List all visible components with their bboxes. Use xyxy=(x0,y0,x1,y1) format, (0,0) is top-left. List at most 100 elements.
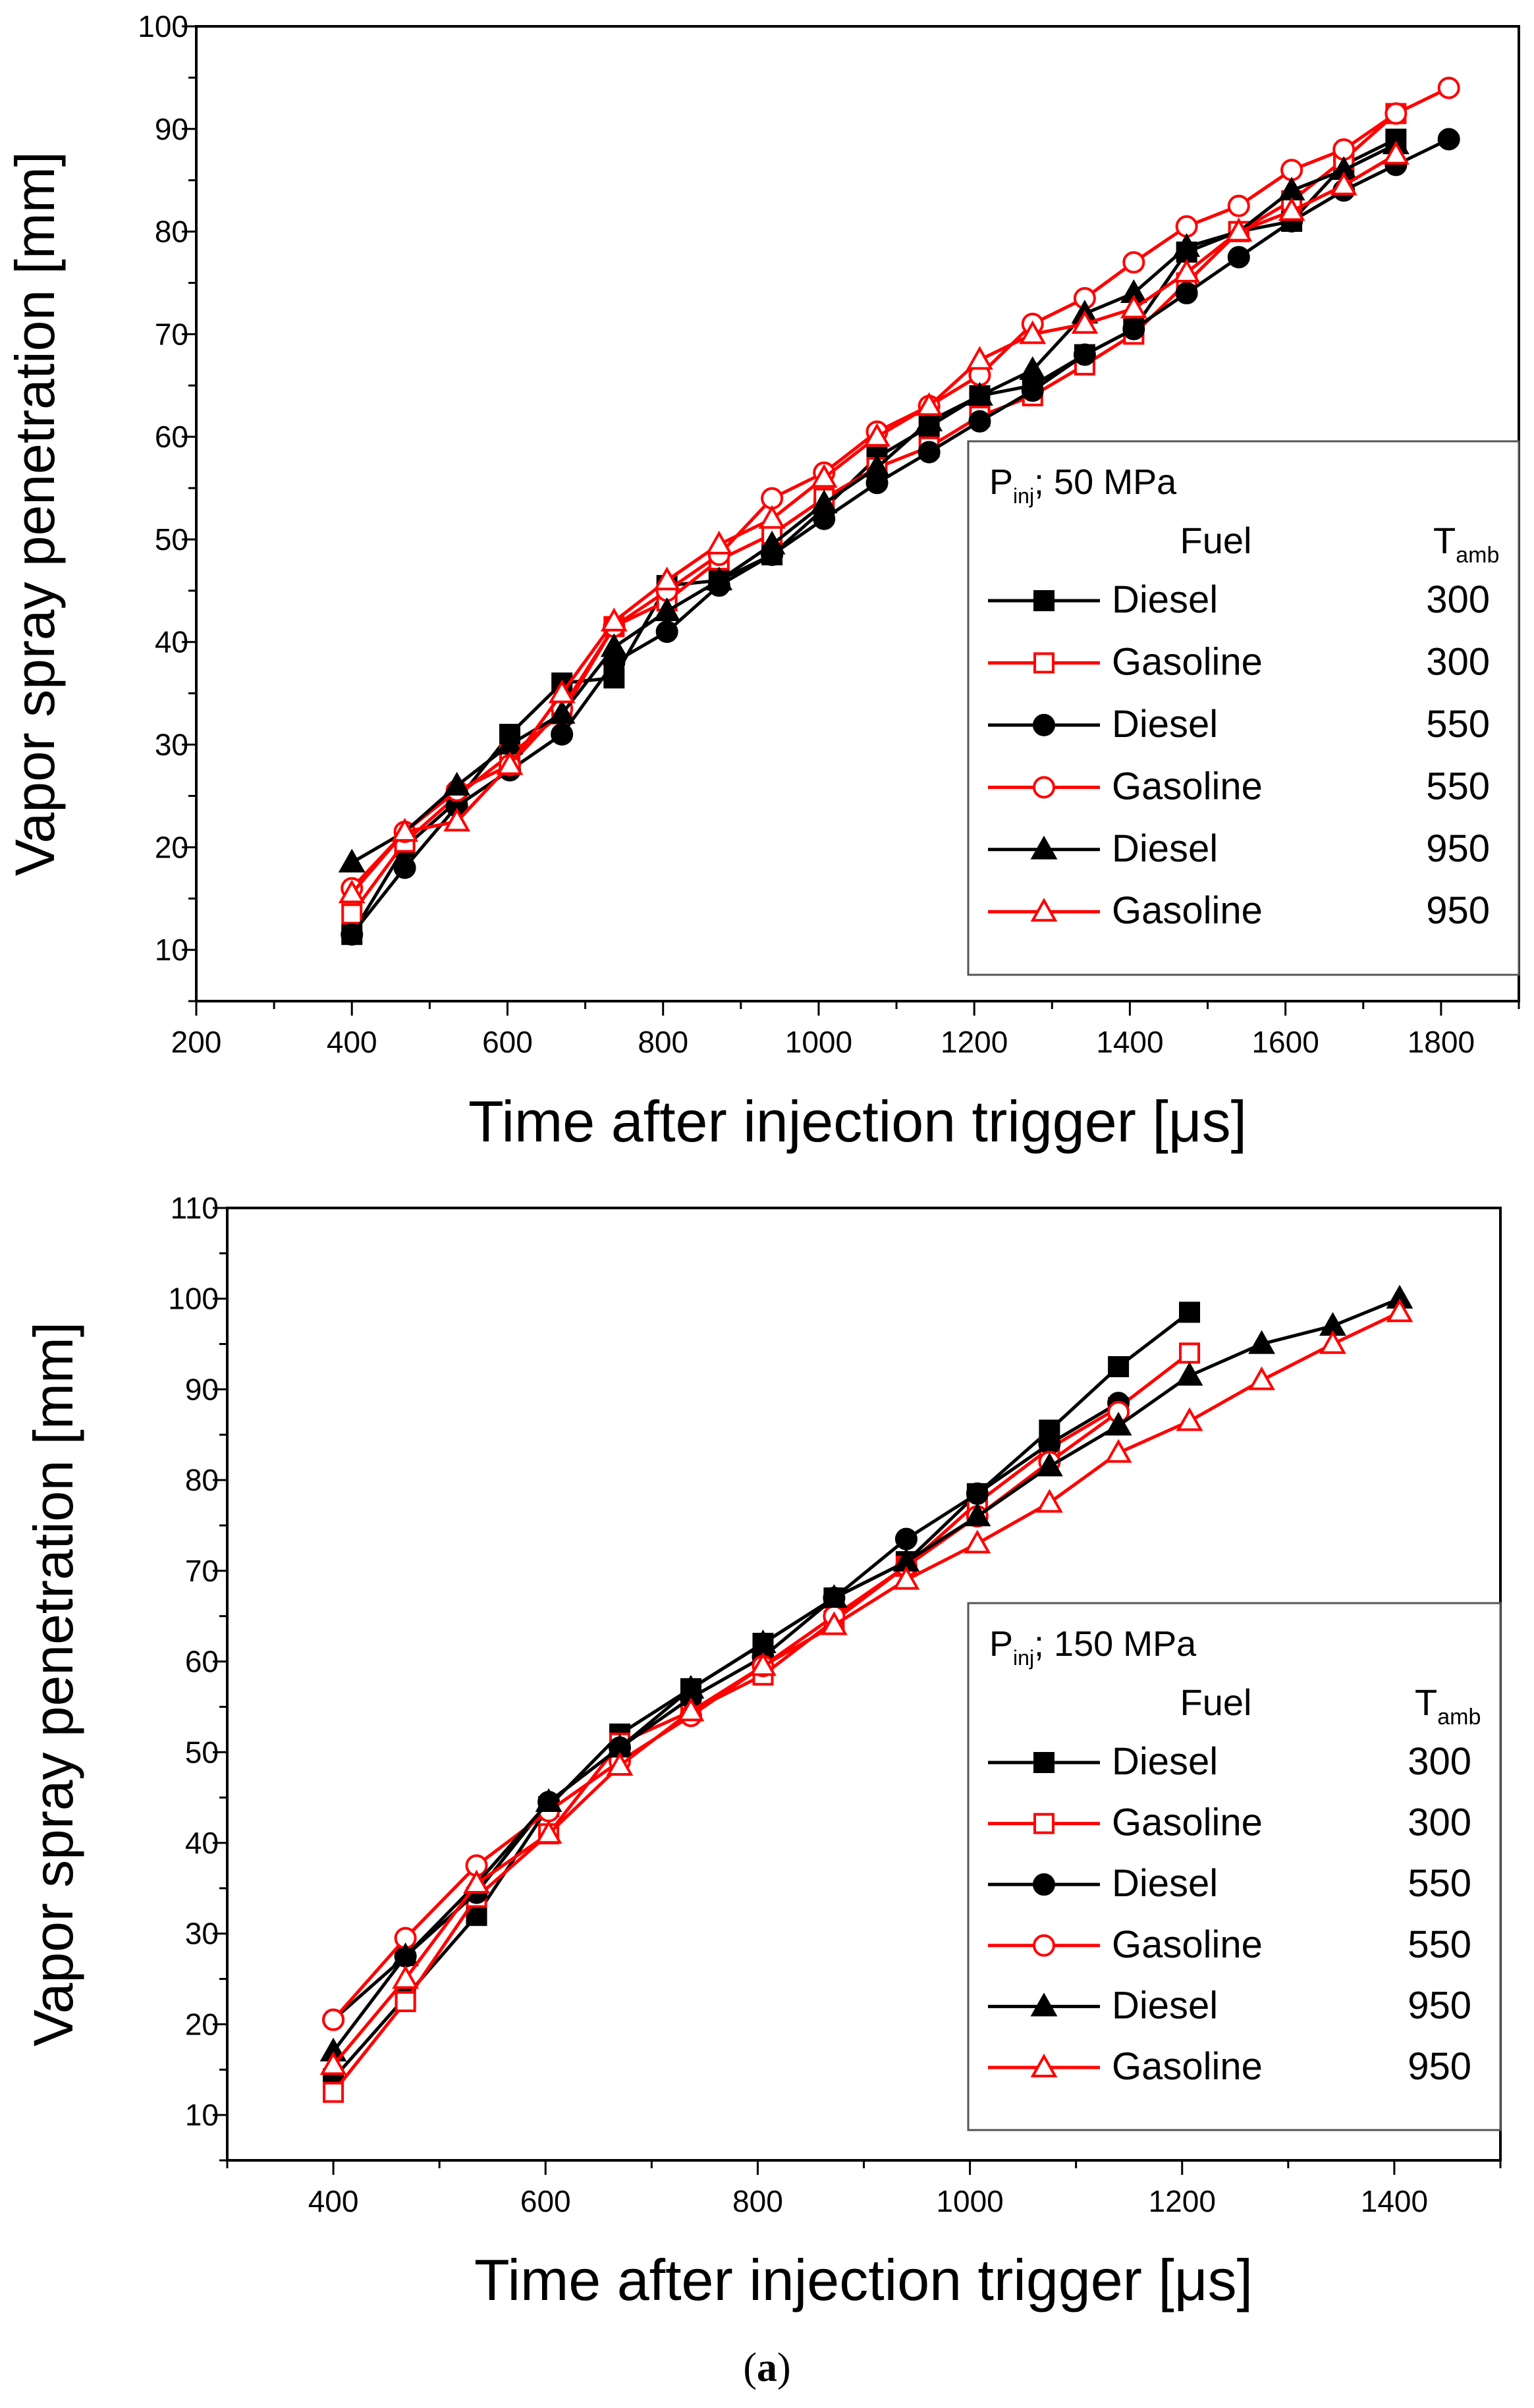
data-point xyxy=(966,381,993,406)
data-point xyxy=(391,817,418,842)
y-tick-label: 30 xyxy=(155,728,188,762)
data-point xyxy=(1019,320,1047,344)
data-point xyxy=(1071,310,1099,334)
legend-title-p: P xyxy=(989,462,1013,502)
legend-title-p: P xyxy=(989,1624,1013,1664)
data-point xyxy=(1175,282,1198,305)
legend-temp-label: 950 xyxy=(1426,827,1490,870)
y-tick-label: 70 xyxy=(185,1554,219,1588)
data-point xyxy=(1330,171,1357,196)
data-point xyxy=(548,699,576,724)
data-point xyxy=(443,807,471,832)
y-tick-label: 20 xyxy=(185,2007,219,2041)
legend-entry: Diesel 950 xyxy=(988,827,1490,870)
data-point xyxy=(323,2081,344,2103)
x-tick-label: 400 xyxy=(308,2184,359,2218)
data-point xyxy=(653,597,681,621)
legend-entry: Gasoline 950 xyxy=(988,889,1490,932)
data-point xyxy=(1384,102,1408,125)
legend-marker xyxy=(1033,1934,1055,1957)
y-tick-label: 40 xyxy=(155,625,188,659)
data-point xyxy=(1176,1407,1203,1431)
data-point xyxy=(1105,1438,1132,1463)
y-tick-label: 50 xyxy=(185,1735,219,1769)
data-point xyxy=(393,856,416,879)
legend-temp-label: 550 xyxy=(1408,1923,1471,1966)
data-point xyxy=(600,633,628,657)
data-point xyxy=(966,346,993,370)
data-point xyxy=(892,1566,920,1590)
legend-fuel-label: Diesel xyxy=(1112,1984,1218,2027)
x-tick-label: 1600 xyxy=(1251,1025,1319,1059)
data-point xyxy=(966,1482,989,1505)
x-tick-label: 600 xyxy=(520,2184,571,2218)
y-axis-title: Vapor spray penetration [mm] xyxy=(22,1322,84,2046)
data-point xyxy=(443,771,471,796)
y-tick-label: 20 xyxy=(155,830,188,864)
data-point xyxy=(392,1965,420,1989)
data-point xyxy=(918,441,941,464)
data-point xyxy=(600,607,628,632)
data-point xyxy=(750,1652,777,1676)
data-point xyxy=(916,392,943,416)
legend-col-t-sub: amb xyxy=(1437,1705,1481,1730)
y-tick-label: 10 xyxy=(155,933,188,967)
legend-title-sub: inj xyxy=(1013,484,1034,508)
legend-marker xyxy=(1033,713,1055,736)
figure-caption: (a) xyxy=(0,2345,1534,2392)
data-point xyxy=(1227,246,1250,269)
y-tick-label: 110 xyxy=(171,1191,219,1225)
legend-entry: Diesel 550 xyxy=(988,1862,1471,1905)
y-tick-label: 60 xyxy=(155,420,188,454)
data-point xyxy=(1278,197,1305,221)
legend-fuel-label: Diesel xyxy=(1112,1862,1218,1905)
data-point xyxy=(964,1529,991,1554)
data-point xyxy=(1019,356,1047,380)
legend-temp-label: 550 xyxy=(1408,1862,1471,1905)
legend-box xyxy=(967,1602,1502,2131)
legend-col-temp: Tamb xyxy=(1415,1682,1481,1730)
data-point xyxy=(653,566,681,591)
data-point xyxy=(1038,1433,1061,1456)
data-point xyxy=(338,879,366,904)
y-tick-label: 70 xyxy=(155,317,188,351)
legend-marker xyxy=(1033,652,1055,674)
data-point xyxy=(548,679,576,703)
y-tick-label: 90 xyxy=(155,112,188,146)
data-point xyxy=(758,530,786,555)
y-tick-label: 100 xyxy=(138,9,188,43)
legend-marker xyxy=(1030,835,1058,860)
legend-title: Pinj; 50 MPa xyxy=(989,462,1177,508)
data-point xyxy=(968,410,991,433)
y-tick-label: 50 xyxy=(155,522,188,557)
data-point xyxy=(392,1942,420,1967)
x-tick-label: 1000 xyxy=(936,2184,1003,2218)
data-point xyxy=(1227,194,1250,217)
x-tick-label: 600 xyxy=(482,1025,533,1059)
x-tick-label: 1400 xyxy=(1361,2184,1428,2218)
data-point xyxy=(1437,76,1460,99)
data-point xyxy=(1108,1356,1130,1377)
data-point xyxy=(677,1697,705,1722)
legend-fuel-label: Gasoline xyxy=(1112,640,1263,683)
data-point xyxy=(1105,1411,1132,1436)
data-point xyxy=(463,1869,490,1894)
legend-title-sub: inj xyxy=(1013,1646,1034,1670)
data-point xyxy=(863,453,890,478)
data-point xyxy=(705,530,733,555)
y-tick-label: 60 xyxy=(185,1645,219,1679)
legend-title-rest: ; 150 MPa xyxy=(1034,1624,1197,1664)
legend-temp-label: 300 xyxy=(1408,1740,1471,1783)
legend-marker xyxy=(1033,776,1055,799)
chart-panel-50mpa: 200 400 600 800 1000 1200 1400 1600 1800 10 20 30 40… xyxy=(4,9,1520,1154)
data-point xyxy=(1122,317,1145,341)
y-tick-label: 40 xyxy=(185,1826,219,1860)
legend-box xyxy=(967,440,1520,976)
y-tick-label: 30 xyxy=(185,1917,219,1951)
data-point xyxy=(964,1502,991,1527)
data-point xyxy=(705,566,733,591)
legend-title: Pinj; 150 MPa xyxy=(989,1624,1197,1670)
legend-col-t: T xyxy=(1415,1682,1437,1723)
chart-panel-150mpa: 400 600 800 1000 1200 1400 10 20 30 40 50 60 70 80 90 1… xyxy=(22,1191,1502,2312)
